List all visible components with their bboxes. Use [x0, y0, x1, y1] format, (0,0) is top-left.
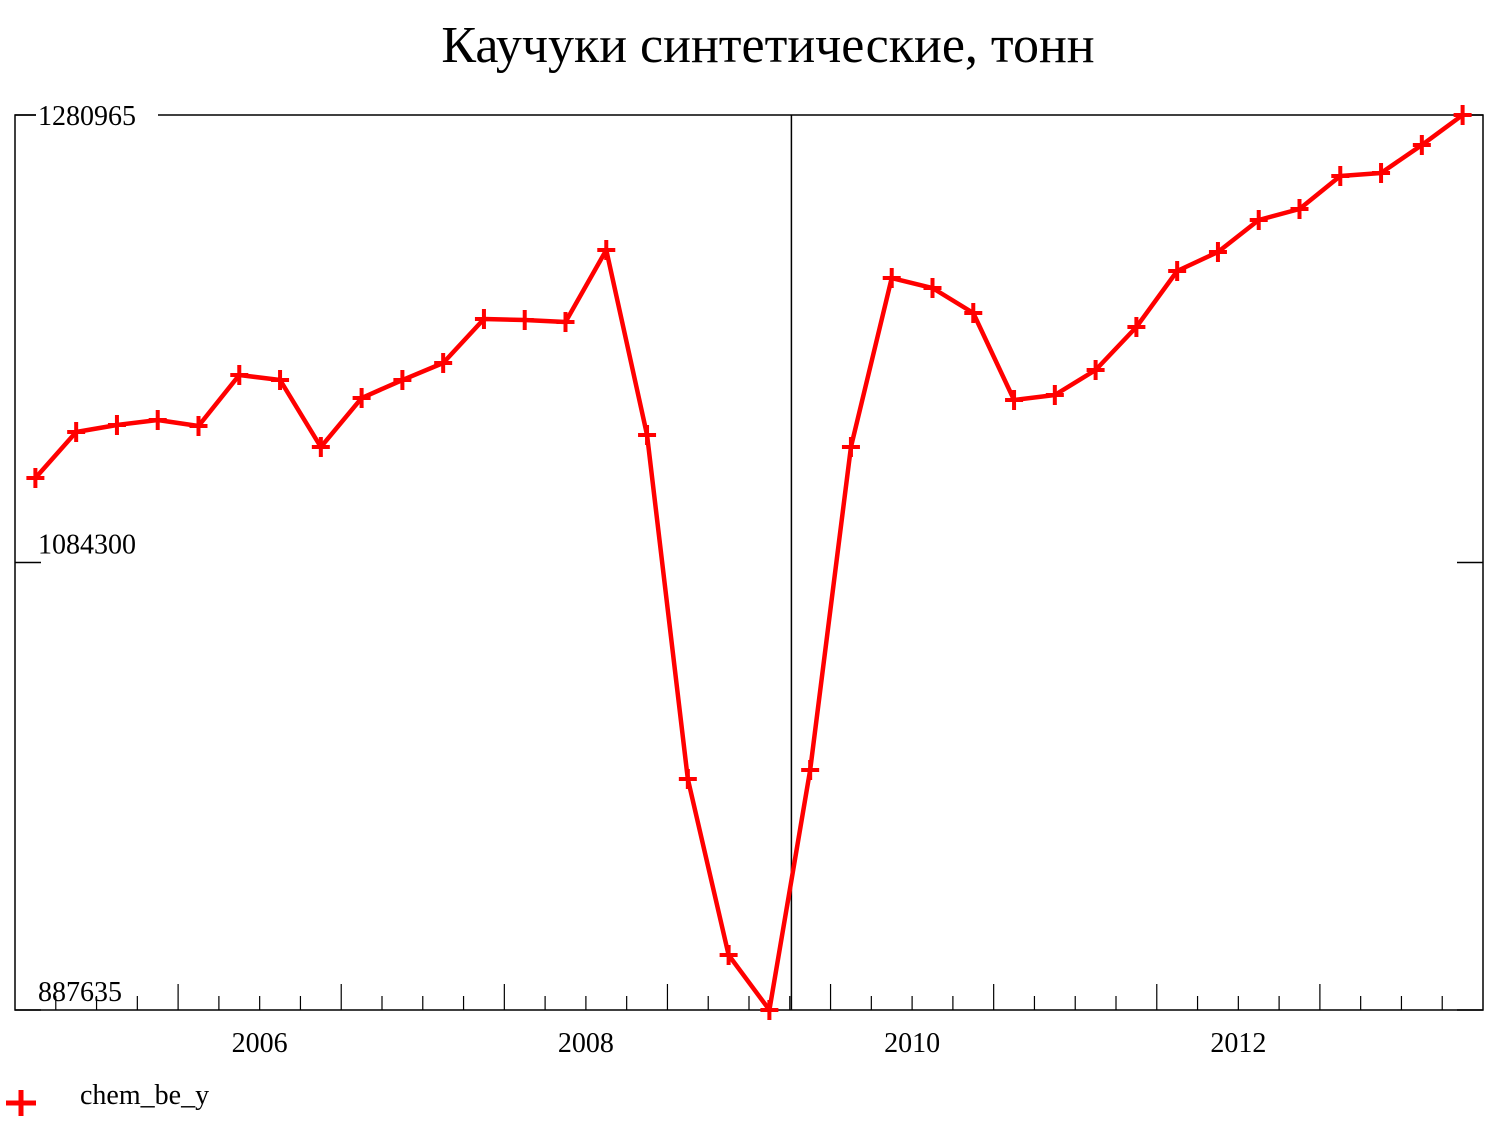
plot-frame	[14, 114, 1484, 1011]
chart-title: Каучуки синтетические, тонн	[441, 17, 1094, 74]
x-tick-label: 2008	[558, 1028, 614, 1059]
point-marker	[311, 437, 330, 458]
x-tick-label: 2010	[884, 1028, 940, 1059]
point-marker	[1045, 385, 1064, 406]
point-marker	[434, 353, 453, 374]
point-marker	[1005, 390, 1024, 411]
point-marker	[719, 945, 738, 965]
point-marker	[1127, 317, 1146, 338]
legend-label: chem_be_y	[80, 1080, 209, 1111]
point-marker	[923, 278, 942, 299]
point-marker	[1290, 199, 1309, 220]
point-marker	[760, 1000, 779, 1020]
point-marker	[882, 268, 901, 289]
point-marker	[1331, 166, 1350, 187]
point-marker	[26, 468, 45, 489]
legend-marker	[6, 1090, 36, 1116]
point-marker	[67, 422, 86, 443]
point-marker	[638, 425, 657, 446]
point-marker	[230, 365, 249, 386]
point-marker	[148, 410, 167, 431]
point-marker	[556, 312, 575, 333]
point-marker	[474, 309, 493, 330]
point-marker	[841, 437, 860, 458]
point-marker	[1249, 210, 1268, 231]
series-line	[33, 113, 1464, 1013]
label-bg	[36, 101, 158, 129]
point-marker	[352, 388, 371, 409]
y-tick-label: 1084300	[38, 530, 136, 561]
point-marker	[393, 370, 412, 391]
point-marker	[271, 370, 290, 391]
x-tick-label: 2012	[1210, 1028, 1266, 1059]
point-marker	[1168, 261, 1187, 282]
point-marker	[107, 415, 126, 436]
point-marker	[1372, 163, 1391, 184]
point-marker	[801, 760, 820, 781]
point-marker	[1453, 105, 1472, 125]
point-marker	[1412, 135, 1431, 156]
point-marker	[515, 310, 534, 331]
x-tick-label: 2006	[232, 1028, 288, 1059]
point-marker	[678, 769, 697, 790]
y-tick-label: 887635	[38, 977, 122, 1008]
point-marker	[597, 240, 616, 261]
point-marker	[964, 303, 983, 324]
y-tick-label: 1280965	[38, 101, 136, 132]
point-marker	[1086, 360, 1105, 381]
point-marker	[189, 416, 208, 437]
point-marker	[1208, 242, 1227, 263]
